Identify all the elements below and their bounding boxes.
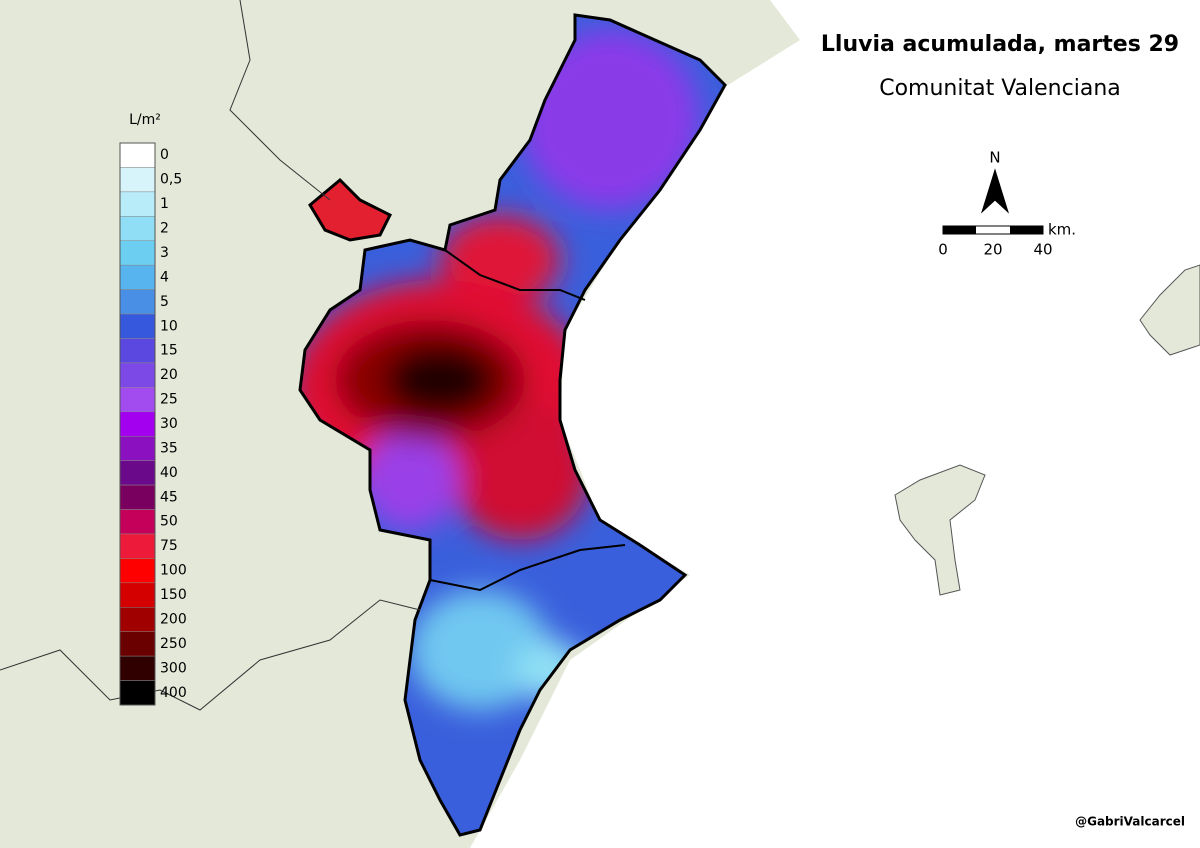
sea bbox=[470, 0, 1200, 848]
admin-border bbox=[229, 0, 331, 201]
legend-label: 35 bbox=[160, 440, 178, 456]
legend-label: 50 bbox=[160, 514, 178, 530]
legend-label: 4 bbox=[160, 269, 169, 285]
legend-unit: L/m² bbox=[129, 112, 161, 128]
legend-swatch bbox=[119, 387, 156, 413]
legend-label: 150 bbox=[160, 587, 187, 603]
credit: @GabriValcarcel bbox=[1075, 815, 1185, 829]
legend-label: 250 bbox=[160, 636, 187, 652]
legend-label: 3 bbox=[160, 245, 169, 261]
legend-swatch bbox=[119, 338, 156, 364]
legend-swatch bbox=[119, 216, 156, 241]
legend-swatch bbox=[119, 484, 156, 510]
legend-swatch bbox=[119, 240, 156, 266]
legend-label: 75 bbox=[160, 538, 178, 554]
north-label: N bbox=[989, 149, 1000, 167]
scale-unit: km. bbox=[1048, 221, 1076, 239]
scale-label: 20 bbox=[983, 241, 1002, 259]
legend-swatch bbox=[119, 435, 156, 461]
mallorca bbox=[1139, 264, 1200, 356]
legend-swatch bbox=[119, 264, 156, 290]
legend-label: 5 bbox=[160, 294, 169, 310]
legend-swatch bbox=[119, 655, 156, 681]
legend-label: 30 bbox=[160, 416, 178, 432]
subtitle: Comunitat Valenciana bbox=[879, 76, 1121, 101]
enclave bbox=[308, 177, 393, 242]
legend-swatch bbox=[119, 191, 156, 217]
legend-label: 15 bbox=[160, 343, 178, 359]
legend-swatch bbox=[119, 509, 156, 535]
legend-swatch bbox=[119, 142, 156, 168]
legend-swatch bbox=[119, 313, 156, 339]
scale-label: 40 bbox=[1033, 241, 1052, 259]
legend-label: 20 bbox=[160, 367, 178, 383]
legend-swatch bbox=[119, 167, 156, 193]
legend-swatch bbox=[119, 460, 156, 486]
legend-label: 0,5 bbox=[160, 172, 182, 188]
legend-label: 300 bbox=[160, 660, 187, 676]
legend-label: 200 bbox=[160, 611, 187, 627]
legend-label: 400 bbox=[160, 685, 187, 701]
legend-swatch bbox=[119, 680, 156, 706]
north-arrow bbox=[980, 168, 1010, 214]
title: Lluvia acumulada, martes 29 bbox=[821, 32, 1179, 57]
legend-swatch bbox=[119, 411, 156, 437]
legend-label: 0 bbox=[160, 147, 169, 163]
legend-swatch bbox=[119, 607, 156, 632]
legend-label: 2 bbox=[160, 221, 169, 237]
legend-label: 1 bbox=[160, 196, 169, 212]
legend-frame bbox=[119, 142, 156, 706]
admin-border bbox=[0, 599, 421, 711]
legend-label: 10 bbox=[160, 318, 178, 334]
legend-label: 100 bbox=[160, 563, 187, 579]
legend-label: 45 bbox=[160, 489, 178, 505]
legend-swatch bbox=[119, 582, 156, 608]
legend-swatch bbox=[119, 558, 156, 584]
region-border bbox=[298, 13, 727, 837]
scale-label: 0 bbox=[938, 241, 948, 259]
legend: 00,5123451015202530354045507510015020025… bbox=[119, 142, 187, 706]
scale-bar bbox=[1010, 226, 1043, 234]
legend-label: 40 bbox=[160, 465, 178, 481]
legend-label: 25 bbox=[160, 392, 178, 408]
legend-swatch bbox=[119, 631, 156, 657]
ibiza bbox=[894, 464, 986, 596]
legend-swatch bbox=[119, 362, 156, 388]
province-border bbox=[444, 249, 586, 301]
scale-bar bbox=[943, 226, 976, 234]
province-border bbox=[429, 544, 626, 592]
legend-swatch bbox=[119, 533, 156, 559]
legend-swatch bbox=[119, 289, 156, 315]
